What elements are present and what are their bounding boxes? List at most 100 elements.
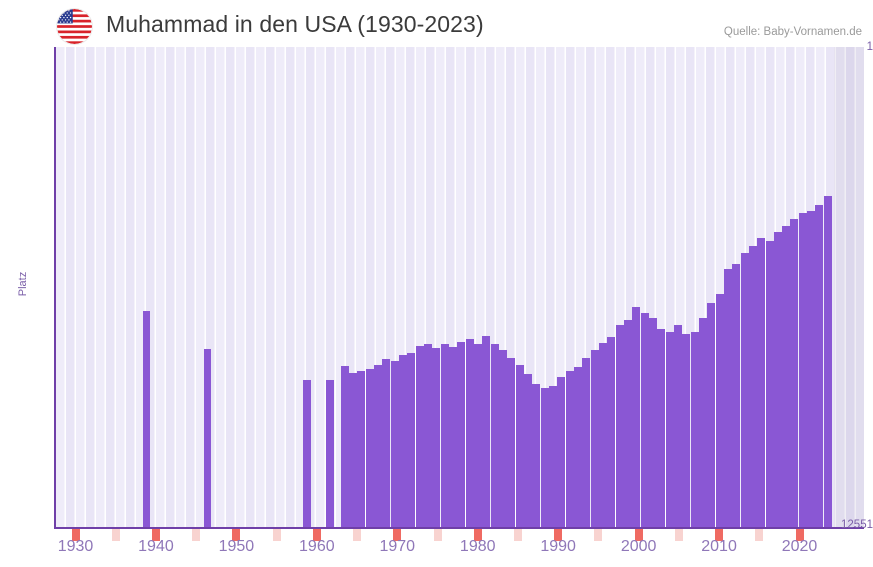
bar <box>582 358 590 528</box>
x-tick-minor <box>111 529 120 541</box>
y-axis-tick-top: 1 <box>866 41 873 53</box>
bar <box>549 386 557 528</box>
bar <box>341 366 349 528</box>
bar <box>807 211 815 528</box>
bar <box>799 213 807 528</box>
bar <box>374 365 382 528</box>
x-tick-major <box>715 529 724 541</box>
bar <box>382 359 390 528</box>
x-tick-minor <box>513 529 522 541</box>
x-axis-tick-label: 1930 <box>57 538 94 555</box>
x-tick-major <box>71 529 80 541</box>
bar <box>532 384 540 528</box>
x-tick-minor <box>433 529 442 541</box>
bar <box>399 355 407 528</box>
bar <box>815 205 823 528</box>
x-axis-line <box>55 527 864 529</box>
bar <box>482 336 490 528</box>
bar <box>407 353 415 528</box>
bar <box>724 269 732 528</box>
x-tick-minor <box>192 529 201 541</box>
bar <box>441 344 449 528</box>
x-tick-band <box>56 529 864 541</box>
bar <box>599 343 607 528</box>
bar <box>682 334 690 528</box>
x-tick-major <box>312 529 321 541</box>
page-title: Muhammad in den USA (1930-2023) <box>106 11 484 37</box>
bar <box>541 388 549 528</box>
bar <box>349 373 357 528</box>
bar <box>632 307 640 528</box>
bar <box>607 337 615 528</box>
x-axis-tick-label: 1960 <box>299 538 335 555</box>
bar <box>732 264 740 528</box>
y-axis-title: Platz <box>17 271 29 297</box>
bar <box>824 196 832 528</box>
x-tick-major <box>151 529 160 541</box>
bar <box>466 339 474 528</box>
x-tick-major <box>473 529 482 541</box>
x-tick-minor <box>272 529 281 541</box>
bar <box>432 348 440 528</box>
bar <box>457 342 465 528</box>
bar <box>566 371 574 528</box>
bar <box>357 371 365 528</box>
bar <box>774 232 782 528</box>
bar <box>624 320 632 528</box>
x-tick-major <box>393 529 402 541</box>
bar <box>649 318 657 528</box>
bar <box>707 303 715 528</box>
bar <box>691 332 699 528</box>
bar <box>474 344 482 528</box>
bar <box>757 238 765 528</box>
bar <box>591 350 599 528</box>
bar <box>491 344 499 528</box>
no-data-band <box>834 47 864 528</box>
bar <box>557 377 565 528</box>
x-axis-tick-label: 1990 <box>540 538 576 555</box>
bar <box>499 350 507 528</box>
source-attribution: Quelle: Baby-Vornamen.de <box>723 26 862 38</box>
x-tick-major <box>795 529 804 541</box>
x-axis-tick-label: 1980 <box>459 538 496 555</box>
bar <box>641 313 649 528</box>
x-axis-tick-label: 1970 <box>379 538 416 555</box>
x-axis-tick-label: 2010 <box>701 538 737 555</box>
x-axis-tick-label: 1940 <box>138 538 174 555</box>
bar <box>699 318 707 528</box>
bar <box>766 241 774 528</box>
chart-header: Muhammad in den USA (1930-2023) Quelle: … <box>0 0 873 47</box>
bar <box>507 358 515 528</box>
bar <box>366 369 374 528</box>
bar <box>524 374 532 528</box>
bar <box>391 361 399 528</box>
x-tick-minor <box>674 529 683 541</box>
x-tick-major <box>232 529 241 541</box>
bar <box>674 325 682 528</box>
bar <box>449 347 457 528</box>
bar <box>416 346 424 528</box>
bar <box>666 332 674 528</box>
bar <box>303 380 311 528</box>
bar <box>616 325 624 528</box>
x-axis-tick-label: 2020 <box>781 538 818 555</box>
x-tick-major <box>634 529 643 541</box>
y-axis-tick-bottom: 12551 <box>841 519 873 531</box>
x-axis-tick-label: 2000 <box>620 538 657 555</box>
bar <box>749 246 757 528</box>
y-axis-line <box>54 47 56 529</box>
bar <box>204 349 211 528</box>
us-flag-icon <box>57 9 92 44</box>
x-axis-tick-label: 1950 <box>218 538 255 555</box>
bar <box>782 226 790 528</box>
x-tick-minor <box>755 529 764 541</box>
bar <box>741 253 749 528</box>
x-tick-minor <box>594 529 603 541</box>
x-tick-major <box>554 529 563 541</box>
bar <box>657 329 665 528</box>
plot-area <box>56 47 864 528</box>
bar <box>326 380 334 528</box>
bar <box>143 311 150 528</box>
bar <box>790 219 798 528</box>
